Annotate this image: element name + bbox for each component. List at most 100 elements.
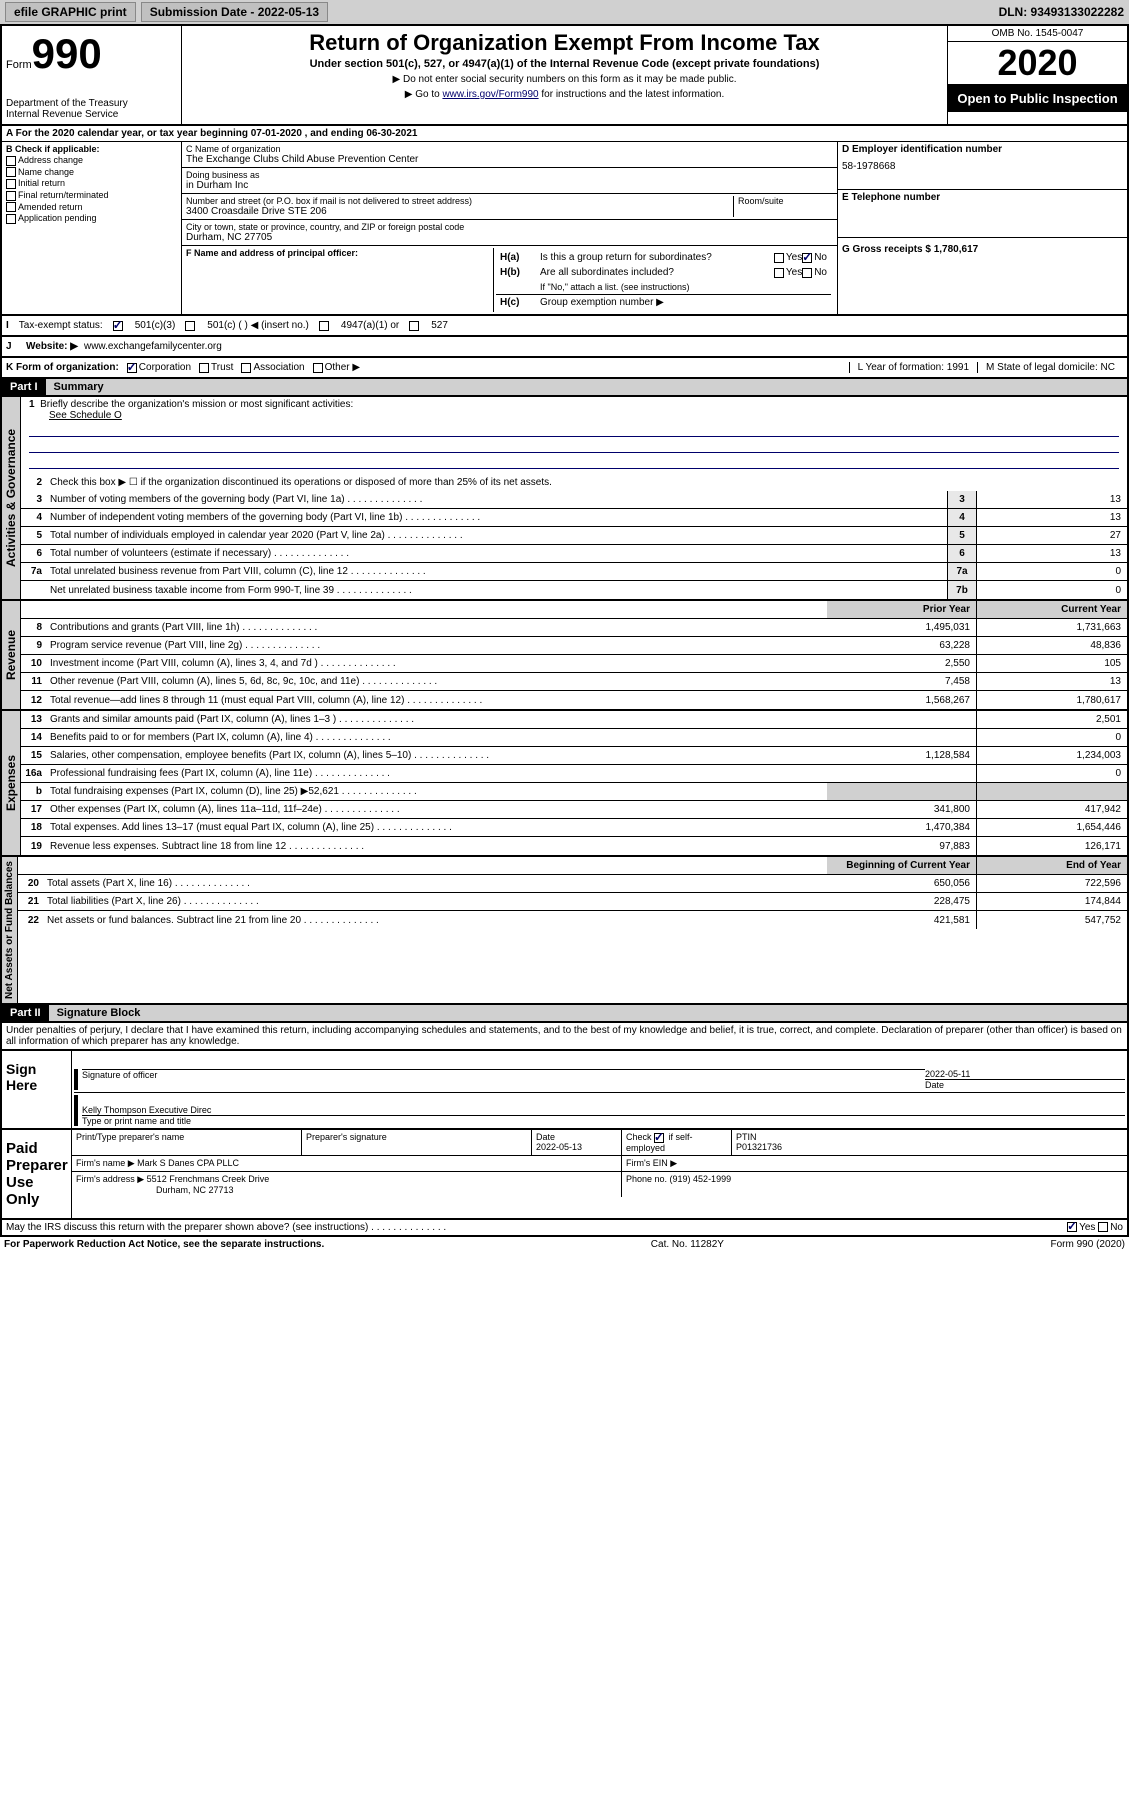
- k-opt: Association: [253, 362, 304, 373]
- trust-checkbox[interactable]: [199, 363, 209, 373]
- irs-link[interactable]: www.irs.gov/Form990: [442, 89, 538, 100]
- discuss-row: May the IRS discuss this return with the…: [0, 1220, 1129, 1237]
- website-row: J Website: ▶ www.exchangefamilycenter.or…: [0, 337, 1129, 358]
- address: 3400 Croasdaile Drive STE 206: [186, 206, 733, 217]
- tax-year-row: A For the 2020 calendar year, or tax yea…: [0, 126, 1129, 142]
- corp-checkbox[interactable]: [127, 363, 137, 373]
- exp-vert-label: Expenses: [2, 711, 21, 855]
- netassets-section: Net Assets or Fund Balances Beginning of…: [0, 857, 1129, 1005]
- self-emp-checkbox[interactable]: [654, 1133, 664, 1143]
- hb-no-checkbox[interactable]: [802, 268, 812, 278]
- initial-return-checkbox[interactable]: [6, 179, 16, 189]
- 501c-checkbox[interactable]: [185, 321, 195, 331]
- officer-name: Kelly Thompson Executive Direc: [82, 1105, 1125, 1115]
- form-title: Return of Organization Exempt From Incom…: [186, 30, 943, 56]
- cat-no: Cat. No. 11282Y: [651, 1239, 724, 1250]
- paid-preparer-section: Paid Preparer Use Only Print/Type prepar…: [0, 1130, 1129, 1220]
- ptin-value: P01321736: [736, 1142, 782, 1152]
- begin-year-header: Beginning of Current Year: [827, 857, 977, 874]
- name-change-checkbox[interactable]: [6, 167, 16, 177]
- part1-header: Part I: [2, 379, 46, 395]
- address-change-checkbox[interactable]: [6, 156, 16, 166]
- efile-button[interactable]: efile GRAPHIC print: [5, 2, 136, 22]
- net-vert-label: Net Assets or Fund Balances: [2, 857, 18, 1003]
- k-opt: Trust: [211, 362, 233, 373]
- check-if: Check: [626, 1132, 652, 1142]
- section-d: D Employer identification number 58-1978…: [837, 142, 1127, 314]
- k-opt: Corporation: [139, 362, 191, 373]
- end-year-header: End of Year: [977, 857, 1127, 874]
- no-label: No: [814, 252, 827, 263]
- k-opt: Other ▶: [325, 362, 360, 373]
- e-label: E Telephone number: [842, 192, 1123, 203]
- prep-date-label: Date: [536, 1132, 555, 1142]
- hc-text: Group exemption number ▶: [540, 297, 664, 308]
- hb-yes-checkbox[interactable]: [774, 268, 784, 278]
- m-label: M State of legal domicile: NC: [977, 362, 1123, 373]
- line2-text: Check this box ▶ ☐ if the organization d…: [46, 475, 1127, 490]
- hb-label: H(b): [500, 267, 540, 278]
- firm-name: Mark S Danes CPA PLLC: [137, 1158, 239, 1168]
- section-b: B Check if applicable: Address change Na…: [2, 142, 182, 314]
- hb-note: If "No," attach a list. (see instruction…: [496, 280, 831, 294]
- ha-yes-checkbox[interactable]: [774, 253, 784, 263]
- part2-header: Part II: [2, 1005, 49, 1021]
- line1-text: Briefly describe the organization's miss…: [40, 399, 353, 410]
- assoc-checkbox[interactable]: [241, 363, 251, 373]
- other-checkbox[interactable]: [313, 363, 323, 373]
- ha-label: H(a): [500, 252, 540, 263]
- ha-text: Is this a group return for subordinates?: [540, 252, 774, 263]
- g-label: G Gross receipts $ 1,780,617: [842, 240, 1123, 255]
- form-header-center: Return of Organization Exempt From Incom…: [182, 26, 947, 124]
- dept-label: Department of the Treasury Internal Reve…: [6, 98, 177, 120]
- b-item: Initial return: [18, 178, 65, 188]
- firm-addr1: 5512 Frenchmans Creek Drive: [147, 1174, 270, 1184]
- form-header-right: OMB No. 1545-0047 2020 Open to Public In…: [947, 26, 1127, 124]
- addr-label: Number and street (or P.O. box if mail i…: [186, 196, 733, 206]
- status-opt: 501(c)(3): [135, 320, 176, 331]
- status-opt: 4947(a)(1) or: [341, 320, 399, 331]
- prep-name-label: Print/Type preparer's name: [72, 1130, 302, 1155]
- website-value: www.exchangefamilycenter.org: [78, 341, 222, 352]
- j-label: J: [6, 341, 26, 352]
- ha-no-checkbox[interactable]: [802, 253, 812, 263]
- part1-title: Summary: [46, 379, 1127, 395]
- status-opt: 501(c) ( ) ◀ (insert no.): [207, 320, 309, 331]
- 4947-checkbox[interactable]: [319, 321, 329, 331]
- firm-name-label: Firm's name ▶: [76, 1158, 135, 1168]
- form-header-left: Form 990 Department of the Treasury Inte…: [2, 26, 182, 124]
- discuss-text: May the IRS discuss this return with the…: [6, 1222, 446, 1233]
- yes-label: Yes: [786, 252, 802, 263]
- city-label: City or town, state or province, country…: [186, 222, 833, 232]
- no-label: No: [1110, 1222, 1123, 1233]
- tax-year: 2020: [948, 42, 1127, 85]
- d-label: D Employer identification number: [842, 144, 1123, 155]
- prep-sig-label: Preparer's signature: [302, 1130, 532, 1155]
- part2-title: Signature Block: [49, 1005, 1127, 1021]
- form-header: Form 990 Department of the Treasury Inte…: [0, 24, 1129, 126]
- note2-pre: ▶ Go to: [405, 89, 443, 100]
- paid-prep-label: Paid Preparer Use Only: [2, 1130, 72, 1218]
- discuss-no-checkbox[interactable]: [1098, 1222, 1108, 1232]
- expenses-section: Expenses 13Grants and similar amounts pa…: [0, 711, 1129, 857]
- no-label: No: [814, 267, 827, 278]
- amended-return-checkbox[interactable]: [6, 202, 16, 212]
- ein-value: 58-1978668: [842, 155, 1123, 172]
- form-note2: ▶ Go to www.irs.gov/Form990 for instruct…: [186, 89, 943, 100]
- footer-row: For Paperwork Reduction Act Notice, see …: [0, 1237, 1129, 1252]
- application-pending-checkbox[interactable]: [6, 214, 16, 224]
- org-form-row: K Form of organization: Corporation Trus…: [0, 358, 1129, 379]
- yes-label: Yes: [1079, 1222, 1095, 1233]
- prior-year-header: Prior Year: [827, 601, 977, 618]
- 527-checkbox[interactable]: [409, 321, 419, 331]
- 501c3-checkbox[interactable]: [113, 321, 123, 331]
- discuss-yes-checkbox[interactable]: [1067, 1222, 1077, 1232]
- sig-date: 2022-05-11: [925, 1069, 1125, 1079]
- line1-val: See Schedule O: [29, 410, 1119, 421]
- firm-addr-label: Firm's address ▶: [76, 1174, 144, 1184]
- form-word: Form: [6, 59, 32, 71]
- final-return-checkbox[interactable]: [6, 191, 16, 201]
- b-item: Application pending: [18, 213, 97, 223]
- submission-button[interactable]: Submission Date - 2022-05-13: [141, 2, 328, 22]
- l-label: L Year of formation: 1991: [849, 362, 977, 373]
